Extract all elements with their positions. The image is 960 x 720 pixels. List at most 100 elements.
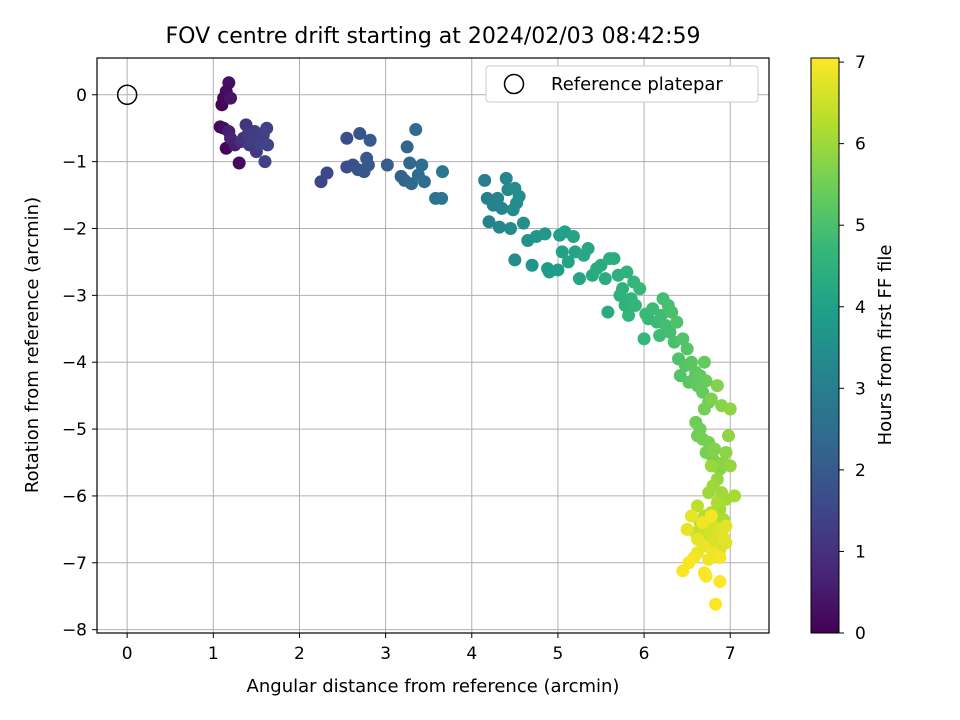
x-tick-label: 4 [466, 644, 477, 664]
data-point [704, 509, 718, 523]
colorbar-tick-label: 6 [855, 135, 866, 155]
data-point [713, 550, 727, 564]
chart-title: FOV centre drift starting at 2024/02/03 … [166, 24, 701, 49]
data-point [665, 305, 679, 319]
data-point [684, 509, 698, 523]
x-tick-label: 5 [553, 644, 564, 664]
colorbar-tick-label: 3 [855, 379, 866, 399]
data-point [702, 486, 716, 500]
data-point [704, 392, 718, 406]
data-point [693, 422, 707, 436]
data-point [508, 253, 522, 267]
data-point [363, 133, 377, 147]
data-point [504, 221, 518, 235]
colorbar-gradient [810, 57, 840, 634]
data-point [723, 402, 737, 416]
y-axis: 0 −1 −2 −3 −4 −5 −6 −7 −8 [62, 86, 97, 641]
data-point [403, 156, 417, 170]
y-tick-label: −3 [62, 286, 87, 306]
y-tick-label: −2 [62, 219, 87, 239]
data-point [601, 305, 615, 319]
data-point [551, 263, 565, 277]
y-tick-label: −8 [62, 621, 87, 641]
legend-label: Reference platepar [551, 74, 723, 95]
data-point [723, 459, 737, 473]
reference-marker [116, 84, 138, 106]
data-point [663, 325, 677, 339]
legend-box [485, 65, 759, 103]
data-point [690, 499, 704, 513]
data-point [728, 489, 742, 503]
y-tick-label: −4 [62, 353, 87, 373]
data-point [719, 519, 733, 533]
data-point [654, 308, 668, 322]
data-point [676, 332, 690, 346]
data-point [417, 175, 431, 189]
colorbar-tick-label: 7 [855, 53, 866, 73]
data-point [716, 530, 730, 544]
data-point [722, 429, 736, 443]
data-point [482, 215, 496, 229]
data-point [320, 166, 334, 180]
data-point [232, 156, 246, 170]
data-point [708, 442, 722, 456]
data-point [258, 155, 272, 169]
data-point [710, 496, 724, 510]
data-point [616, 282, 630, 296]
reference-point [116, 84, 138, 106]
data-point [512, 189, 526, 203]
data-point [709, 597, 723, 611]
data-points [213, 76, 742, 611]
data-point [525, 258, 539, 272]
x-tick-label: 1 [208, 644, 219, 664]
x-tick-label: 6 [639, 644, 650, 664]
data-point [361, 158, 375, 172]
colorbar-ticks: 0 1 2 3 4 5 6 7 [839, 53, 866, 644]
data-point [620, 265, 634, 279]
colorbar-tick-label: 1 [855, 542, 866, 562]
data-point [680, 522, 694, 536]
data-point [670, 315, 684, 329]
data-point [719, 445, 733, 459]
data-point [499, 171, 513, 185]
data-point [538, 227, 552, 241]
x-tick-label: 3 [380, 644, 391, 664]
data-point [653, 328, 667, 342]
data-point [699, 569, 713, 583]
x-axis: 0 1 2 3 4 5 6 7 [122, 633, 736, 664]
data-point [491, 191, 505, 205]
y-axis-label: Rotation from reference (arcmin) [22, 197, 43, 493]
data-point [713, 575, 727, 589]
colorbar-label: Hours from first FF file [875, 245, 896, 446]
data-point [380, 158, 394, 172]
data-point [516, 216, 530, 230]
data-point [353, 127, 367, 141]
colorbar-tick-label: 2 [855, 461, 866, 481]
data-point [400, 140, 414, 154]
data-point [581, 242, 595, 256]
data-point [404, 177, 418, 191]
data-point [598, 272, 612, 286]
data-point [676, 564, 690, 578]
data-point [566, 230, 580, 244]
x-tick-label: 0 [122, 644, 133, 664]
data-point [697, 355, 711, 369]
colorbar-tick-label: 4 [855, 298, 866, 318]
data-point [628, 298, 642, 312]
data-point [409, 123, 423, 137]
data-point [260, 121, 274, 135]
x-tick-label: 7 [725, 644, 736, 664]
data-point [340, 131, 354, 145]
data-point [555, 245, 569, 259]
data-point [684, 355, 698, 369]
plot-area-frame [96, 57, 770, 634]
data-point [492, 220, 506, 234]
y-tick-label: −7 [62, 554, 87, 574]
data-point [261, 138, 275, 152]
data-point [607, 252, 621, 266]
data-point [224, 91, 238, 105]
data-point [572, 272, 586, 286]
legend: Reference platepar [485, 65, 759, 103]
y-tick-label: −5 [62, 420, 87, 440]
